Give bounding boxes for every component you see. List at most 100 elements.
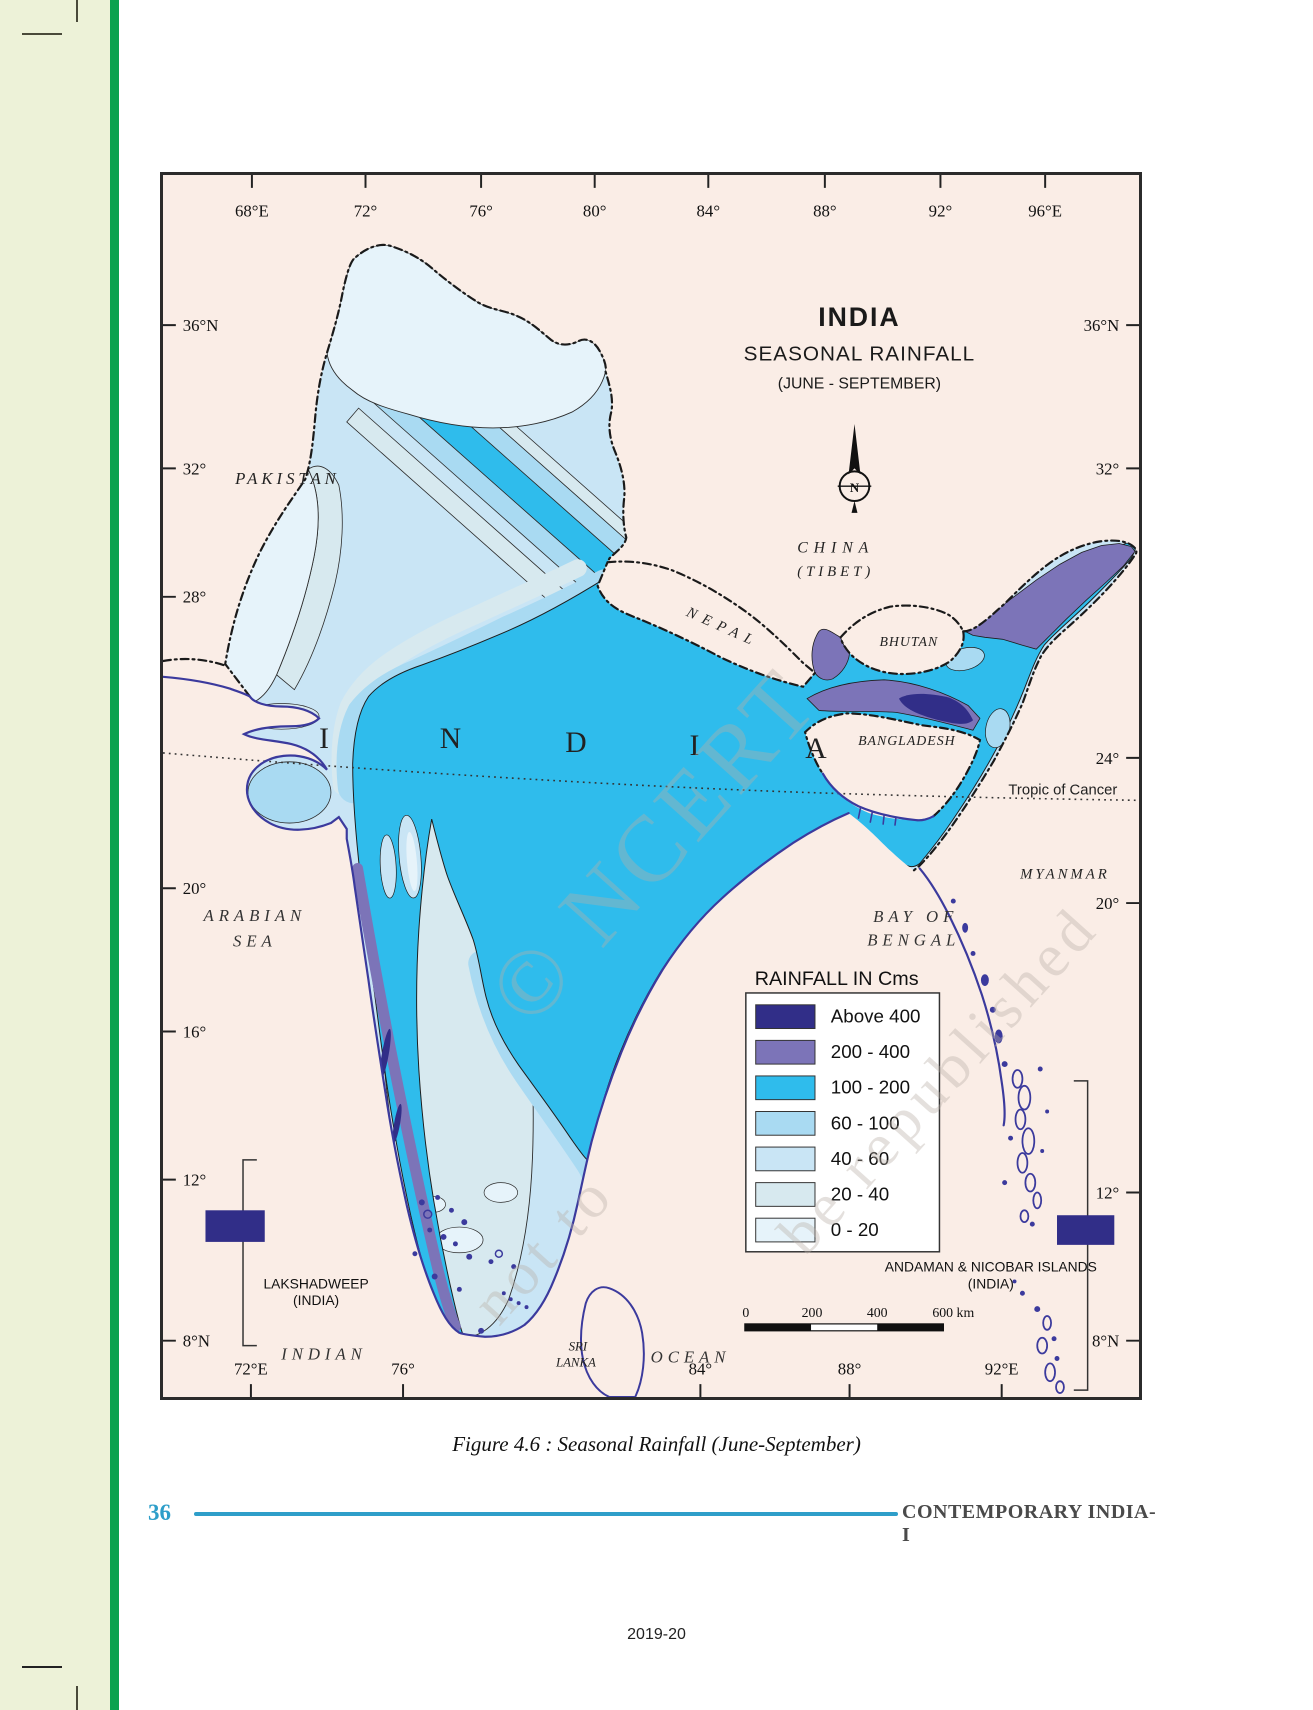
label-bengal: BENGAL	[867, 931, 960, 950]
india-letter: A	[805, 733, 827, 765]
label-lakshadweep: LAKSHADWEEP	[263, 1275, 368, 1291]
label-lanka: LANKA	[555, 1355, 596, 1369]
scale-bar-segment	[744, 1323, 812, 1331]
crop-mark	[76, 0, 78, 22]
legend-label: 40 - 60	[831, 1148, 889, 1169]
lat-label: 36°N	[1084, 316, 1120, 335]
crop-mark	[22, 33, 62, 35]
left-margin-band	[0, 0, 110, 1710]
lon-label: 88°	[838, 1359, 861, 1378]
legend-rows: Above 400 200 - 400 100 - 200 60 - 100 4…	[755, 1004, 920, 1243]
legend-swatch	[755, 1039, 816, 1065]
page-number: 36	[148, 1500, 171, 1525]
label-bay-of: BAY OF	[873, 907, 958, 926]
legend: RAINFALL IN Cms Above 400 200 - 400 100 …	[745, 968, 941, 1253]
lat-label: 36°N	[183, 316, 219, 335]
lon-label: 80°	[583, 201, 606, 220]
northeast-border	[912, 539, 1138, 872]
zone-0-20-kashmir	[326, 244, 607, 429]
footer-rule	[194, 1512, 898, 1516]
lat-label: 20°	[183, 879, 206, 898]
label-bhutan: BHUTAN	[879, 634, 938, 649]
latitude-labels-left: 36°N 32° 28° 20° 16° 12° 8°N	[183, 316, 219, 1351]
bangladesh-coast	[821, 772, 935, 822]
lakshadweep-islands	[412, 1194, 517, 1334]
india-letter: N	[440, 723, 461, 755]
nepal-border	[596, 560, 817, 688]
zone-0-20-patch	[483, 1182, 518, 1203]
lat-label: 28°	[183, 588, 206, 607]
pakistan-china-border	[224, 243, 628, 698]
lon-label: 72°	[354, 201, 377, 220]
zone-0-20-finger	[406, 832, 418, 892]
map-subtitle: SEASONAL RAINFALL	[744, 343, 976, 366]
india-letter: D	[565, 727, 586, 759]
legend-swatch	[755, 1075, 816, 1101]
india-coast	[241, 695, 850, 1338]
zone-above-400-meghalaya	[898, 693, 974, 724]
label-bangladesh: BANGLADESH	[858, 733, 955, 748]
inset-swatch-left	[205, 1210, 265, 1242]
lon-label: 68°E	[235, 201, 269, 220]
crop-mark	[22, 1666, 62, 1668]
lat-label: 16°	[183, 1022, 206, 1041]
bhutan-border	[839, 604, 965, 676]
zone-40-60-finger	[379, 834, 397, 899]
lat-label: 8°N	[183, 1332, 210, 1351]
crop-mark	[76, 1686, 78, 1710]
north-label: N	[850, 481, 860, 495]
india-letter: I	[690, 730, 700, 762]
label-andaman: ANDAMAN & NICOBAR ISLANDS	[885, 1259, 1097, 1275]
bangladesh-border	[803, 712, 982, 818]
legend-label: 60 - 100	[831, 1112, 900, 1133]
graticule-ticks	[163, 175, 1139, 1397]
lon-label: 84°	[689, 1359, 712, 1378]
map-title: INDIA	[818, 302, 900, 332]
map-figure: 68°E 72° 76° 80° 84° 88° 92° 96°E 72°E 7…	[160, 172, 1142, 1400]
figure-caption: Figure 4.6 : Seasonal Rainfall (June-Sep…	[452, 1432, 861, 1456]
north-arrow-icon: N	[837, 423, 872, 513]
legend-label: 200 - 400	[831, 1041, 910, 1062]
inset-swatch-right	[1057, 1215, 1115, 1245]
longitude-labels-bottom: 72°E 76° 84° 88° 92°E	[234, 1359, 1019, 1378]
palk-strait-islets	[501, 1291, 529, 1310]
lakshadweep-bracket	[242, 1159, 257, 1347]
zone-200-400-arunachal	[964, 543, 1136, 650]
book-title: CONTEMPORARY INDIA-I	[902, 1501, 1157, 1546]
nepal-area	[597, 561, 815, 687]
lon-label: 88°	[813, 201, 836, 220]
label-andaman-india: (INDIA)	[968, 1275, 1014, 1291]
label-myanmar: MYANMAR	[1019, 866, 1110, 882]
zone-above-400-spot	[392, 1103, 402, 1143]
label-sea: SEA	[233, 932, 277, 951]
edition-year: 2019-20	[627, 1626, 686, 1643]
legend-title: RAINFALL IN Cms	[755, 968, 919, 990]
label-pakistan: PAKISTAN	[234, 469, 340, 488]
lat-label: 12°	[183, 1171, 206, 1190]
lon-label: 92°	[929, 201, 952, 220]
zone-200-400-westghats	[352, 863, 461, 1333]
delta-channels	[857, 807, 897, 826]
label-tibet: (TIBET)	[797, 564, 874, 580]
legend-swatch	[755, 1111, 816, 1136]
scale-tick-label: 200	[802, 1305, 823, 1320]
lat-label: 8°N	[1092, 1332, 1119, 1351]
india-letter: I	[319, 723, 329, 755]
legend-swatch	[755, 1182, 816, 1207]
india-rainfall-map: 68°E 72° 76° 80° 84° 88° 92° 96°E 72°E 7…	[163, 175, 1139, 1397]
myanmar-islands	[950, 898, 1008, 1068]
legend-label: 100 - 200	[831, 1077, 910, 1098]
legend-swatch	[755, 1217, 816, 1243]
lon-label: 76°	[391, 1359, 414, 1378]
map-period: (JUNE - SEPTEMBER)	[778, 375, 941, 392]
longitude-labels-top: 68°E 72° 76° 80° 84° 88° 92° 96°E	[235, 201, 1062, 220]
latitude-labels-right: 36°N 32° 24° 20° 12° 8°N	[1084, 316, 1120, 1351]
myanmar-coast	[918, 867, 1006, 1127]
label-indian: INDIAN	[280, 1344, 367, 1363]
lat-label: 20°	[1096, 894, 1119, 913]
coastlines	[163, 675, 1006, 1397]
lat-label: 12°	[1096, 1183, 1119, 1202]
label-ocean: OCEAN	[651, 1347, 731, 1366]
legend-swatch	[755, 1004, 816, 1030]
